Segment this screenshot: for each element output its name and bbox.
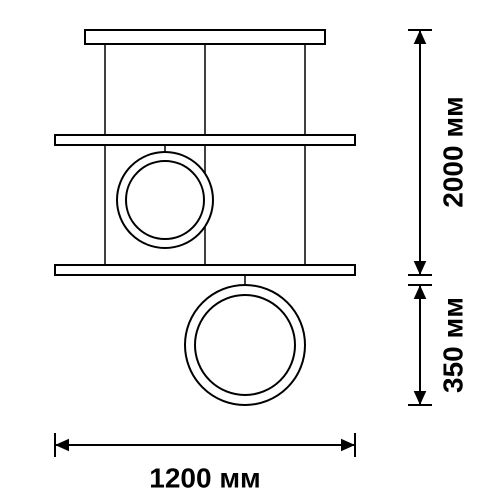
arrowhead bbox=[341, 439, 355, 452]
arrowhead bbox=[55, 439, 69, 452]
arrowhead bbox=[414, 285, 427, 299]
pendant-ring-lower bbox=[185, 285, 305, 405]
pendant-ring-upper bbox=[117, 152, 213, 248]
dim-label-width: 1200 мм bbox=[149, 462, 261, 493]
ceiling-mount bbox=[85, 30, 325, 44]
arrowhead bbox=[414, 391, 427, 405]
lower-bar bbox=[55, 265, 355, 275]
dim-label-overall: 2000 мм bbox=[437, 96, 468, 208]
dim-label-ring: 350 мм bbox=[437, 297, 468, 393]
arrowhead bbox=[414, 261, 427, 275]
dimension-drawing: 1200 мм 2000 мм 350 мм bbox=[0, 0, 500, 500]
arrowhead bbox=[414, 30, 427, 44]
upper-bar bbox=[55, 135, 355, 145]
